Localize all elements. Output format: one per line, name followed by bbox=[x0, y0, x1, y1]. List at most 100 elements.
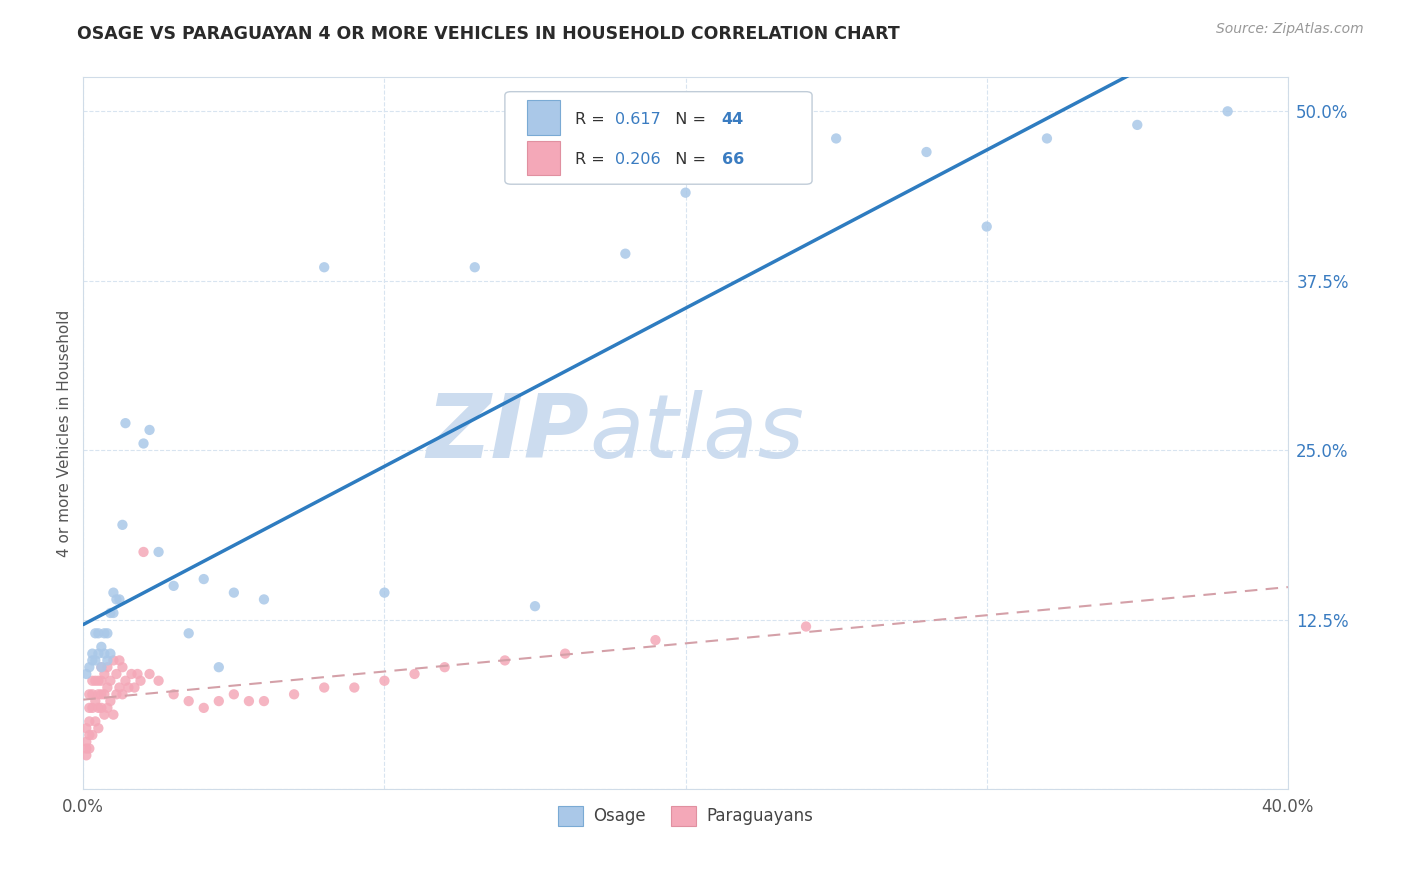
Point bbox=[79, 728, 101, 742]
Point bbox=[96, 681, 118, 695]
Point bbox=[82, 647, 104, 661]
Point bbox=[82, 653, 104, 667]
Point bbox=[162, 687, 184, 701]
Point bbox=[79, 687, 101, 701]
Point bbox=[87, 647, 110, 661]
Point bbox=[117, 681, 139, 695]
Point bbox=[193, 572, 215, 586]
Point bbox=[404, 667, 426, 681]
Point bbox=[105, 687, 128, 701]
FancyBboxPatch shape bbox=[527, 141, 561, 175]
Point bbox=[343, 681, 366, 695]
Point bbox=[114, 416, 136, 430]
Y-axis label: 4 or more Vehicles in Household: 4 or more Vehicles in Household bbox=[58, 310, 72, 557]
Text: R =: R = bbox=[575, 152, 610, 167]
Text: R =: R = bbox=[575, 112, 610, 127]
Point bbox=[93, 707, 115, 722]
Point bbox=[96, 660, 118, 674]
Point bbox=[162, 579, 184, 593]
Text: OSAGE VS PARAGUAYAN 4 OR MORE VEHICLES IN HOUSEHOLD CORRELATION CHART: OSAGE VS PARAGUAYAN 4 OR MORE VEHICLES I… bbox=[77, 25, 900, 43]
Text: N =: N = bbox=[665, 152, 711, 167]
Point bbox=[132, 545, 155, 559]
Point bbox=[976, 219, 998, 234]
Point bbox=[105, 667, 128, 681]
Text: 66: 66 bbox=[721, 152, 744, 167]
Point bbox=[108, 681, 131, 695]
Point bbox=[93, 667, 115, 681]
Point bbox=[825, 131, 848, 145]
Point bbox=[111, 517, 134, 532]
Point bbox=[75, 748, 97, 763]
Point bbox=[84, 626, 107, 640]
Point bbox=[79, 714, 101, 729]
Text: Source: ZipAtlas.com: Source: ZipAtlas.com bbox=[1216, 22, 1364, 37]
Point bbox=[100, 673, 122, 688]
Point bbox=[79, 660, 101, 674]
Point bbox=[100, 694, 122, 708]
Point bbox=[93, 626, 115, 640]
Point bbox=[103, 606, 125, 620]
FancyBboxPatch shape bbox=[527, 101, 561, 135]
Point bbox=[177, 694, 200, 708]
Point bbox=[222, 585, 245, 599]
Point bbox=[90, 640, 112, 654]
Point bbox=[1216, 104, 1239, 119]
Point bbox=[103, 653, 125, 667]
Point bbox=[100, 647, 122, 661]
Point bbox=[114, 673, 136, 688]
Point bbox=[177, 626, 200, 640]
Text: 0.617: 0.617 bbox=[614, 112, 661, 127]
Point bbox=[138, 667, 160, 681]
Point bbox=[127, 667, 149, 681]
Point bbox=[90, 673, 112, 688]
Point bbox=[93, 687, 115, 701]
Point bbox=[84, 673, 107, 688]
Point bbox=[494, 653, 516, 667]
Point bbox=[121, 667, 143, 681]
Point bbox=[433, 660, 456, 674]
Point bbox=[87, 687, 110, 701]
Point bbox=[238, 694, 260, 708]
Point bbox=[96, 653, 118, 667]
Point bbox=[105, 592, 128, 607]
Text: ZIP: ZIP bbox=[426, 390, 589, 477]
Point bbox=[82, 701, 104, 715]
Point bbox=[96, 626, 118, 640]
Point bbox=[734, 152, 756, 166]
Point bbox=[314, 681, 336, 695]
Point bbox=[675, 186, 697, 200]
Point bbox=[253, 592, 276, 607]
Point bbox=[75, 667, 97, 681]
Point bbox=[103, 707, 125, 722]
Point bbox=[82, 673, 104, 688]
Point bbox=[193, 701, 215, 715]
Text: atlas: atlas bbox=[589, 391, 804, 476]
Point bbox=[614, 246, 637, 260]
Point bbox=[84, 653, 107, 667]
Point bbox=[373, 673, 395, 688]
Text: 0.206: 0.206 bbox=[614, 152, 661, 167]
Point bbox=[148, 673, 170, 688]
Point bbox=[87, 673, 110, 688]
Point bbox=[75, 735, 97, 749]
Point bbox=[1126, 118, 1149, 132]
Point bbox=[93, 647, 115, 661]
Point bbox=[208, 694, 231, 708]
Point bbox=[129, 673, 152, 688]
Point bbox=[84, 694, 107, 708]
Point bbox=[75, 741, 97, 756]
Point bbox=[794, 619, 817, 633]
Legend: Osage, Paraguayans: Osage, Paraguayans bbox=[550, 797, 821, 834]
Point bbox=[124, 681, 146, 695]
Point bbox=[103, 585, 125, 599]
Point bbox=[253, 694, 276, 708]
Point bbox=[644, 633, 666, 648]
Point bbox=[87, 701, 110, 715]
Text: 44: 44 bbox=[721, 112, 744, 127]
Point bbox=[100, 606, 122, 620]
Point bbox=[222, 687, 245, 701]
Point bbox=[87, 626, 110, 640]
Point bbox=[75, 721, 97, 735]
Point bbox=[82, 687, 104, 701]
Point bbox=[314, 260, 336, 275]
